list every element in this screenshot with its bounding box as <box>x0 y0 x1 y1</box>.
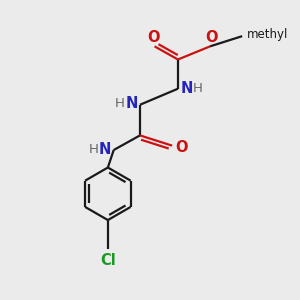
Text: N: N <box>180 81 193 96</box>
Text: N: N <box>99 142 111 158</box>
Text: H: H <box>115 97 125 110</box>
Text: N: N <box>125 96 138 111</box>
Text: H: H <box>89 143 98 157</box>
Text: Cl: Cl <box>100 253 116 268</box>
Text: H: H <box>193 82 203 95</box>
Text: O: O <box>147 30 159 45</box>
Text: O: O <box>175 140 188 154</box>
Text: methyl: methyl <box>247 28 288 41</box>
Text: O: O <box>205 30 218 45</box>
